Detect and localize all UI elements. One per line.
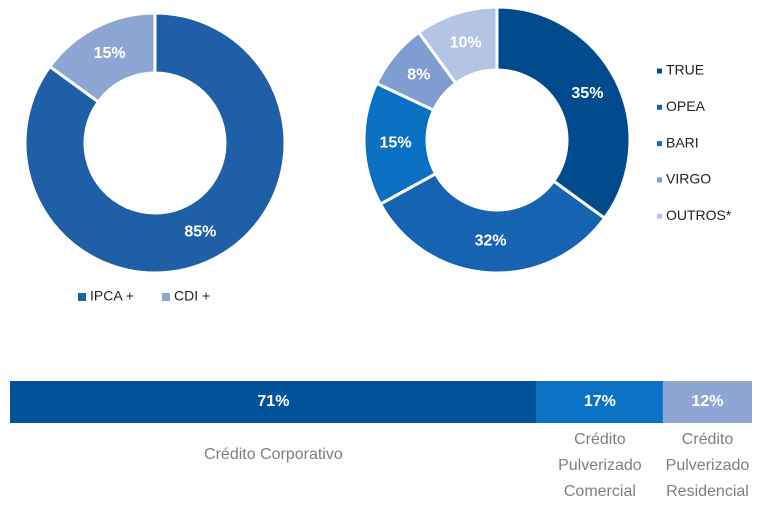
legend-marker	[162, 293, 170, 301]
legend-label: OPEA	[666, 98, 706, 114]
bar-segment	[662, 381, 752, 423]
data-label: 71%	[257, 393, 289, 410]
data-label: 12%	[691, 393, 723, 410]
legend-marker	[78, 293, 86, 301]
data-label: 8%	[407, 67, 430, 84]
bar-segment	[536, 381, 663, 423]
data-label: 15%	[380, 134, 412, 151]
donut-slice	[23, 11, 287, 275]
legend-label: OUTROS*	[666, 207, 732, 223]
legend-marker	[657, 213, 662, 219]
donut-slice	[47, 11, 157, 104]
data-label: 32%	[475, 233, 507, 250]
category-label: Pulverizado	[558, 457, 642, 474]
category-label: Crédito	[682, 431, 734, 448]
category-label: Crédito Corporativo	[204, 446, 343, 463]
donut-slice	[378, 171, 607, 275]
legend-label: CDI +	[174, 288, 210, 304]
legend-marker	[657, 177, 662, 183]
data-label: 10%	[450, 35, 482, 52]
category-label: Comercial	[564, 483, 636, 500]
legend-label: IPCA +	[90, 288, 134, 304]
data-label: 35%	[571, 85, 603, 102]
donut-slice	[495, 5, 632, 221]
bar-segment	[10, 381, 537, 423]
data-label: 85%	[184, 223, 216, 240]
data-label: 15%	[94, 45, 126, 62]
donut-slice	[416, 5, 499, 86]
data-label: 17%	[584, 393, 616, 410]
legend-marker	[657, 141, 662, 147]
legend-label: TRUE	[666, 62, 704, 78]
category-label: Crédito	[574, 431, 626, 448]
category-label: Residencial	[666, 483, 749, 500]
legend-label: BARI	[666, 134, 699, 150]
legend-label: VIRGO	[666, 171, 711, 187]
legend-marker	[657, 104, 662, 110]
category-label: Pulverizado	[666, 457, 750, 474]
legend-marker	[657, 68, 662, 74]
